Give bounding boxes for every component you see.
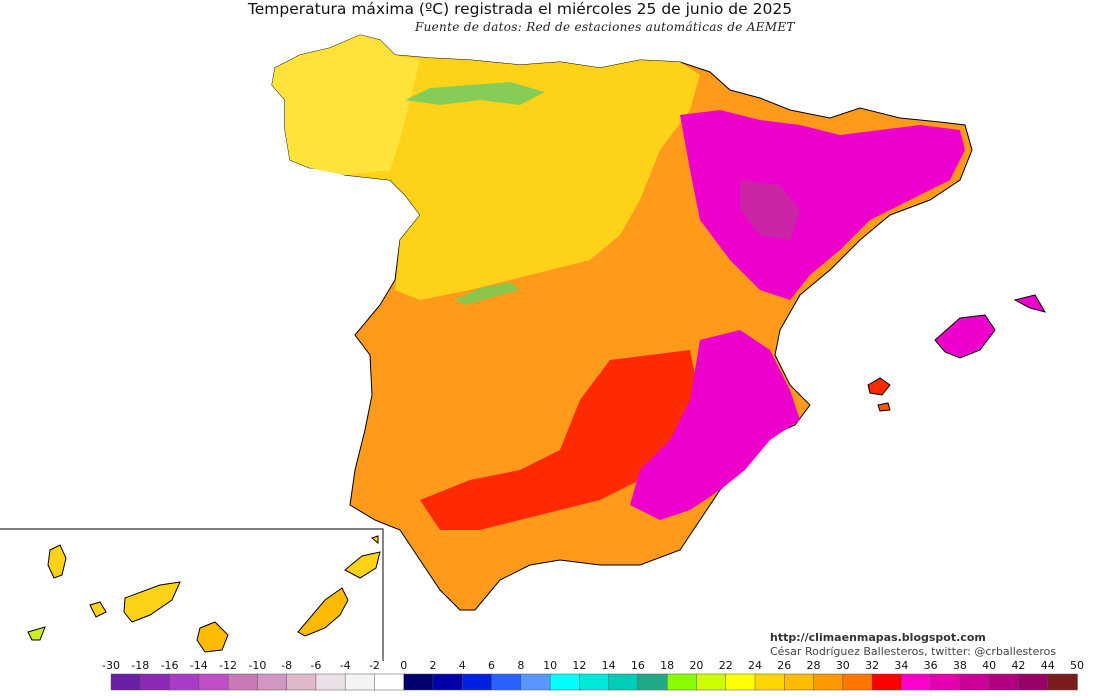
credit-url[interactable]: http://climaenmapas.blogspot.com bbox=[770, 631, 986, 644]
legend-swatch bbox=[725, 673, 756, 691]
legend-swatch bbox=[374, 673, 405, 691]
legend-swatch bbox=[608, 673, 639, 691]
legend-swatch bbox=[1018, 673, 1049, 691]
legend-swatch bbox=[344, 673, 376, 691]
legend-swatch bbox=[813, 673, 844, 691]
legend-label: 16 bbox=[631, 659, 645, 672]
aragon-purple bbox=[740, 180, 800, 240]
east-magenta-zone bbox=[630, 330, 800, 520]
cantabrian-green bbox=[405, 82, 545, 105]
legend-label: 40 bbox=[982, 659, 996, 672]
legend-label: -16 bbox=[161, 659, 179, 672]
formentera bbox=[877, 402, 891, 412]
legend-label: -30 bbox=[102, 659, 120, 672]
legend-label: 34 bbox=[894, 659, 908, 672]
legend-swatch bbox=[988, 673, 1020, 691]
legend-swatch bbox=[901, 673, 932, 691]
canary-islands bbox=[27, 535, 381, 653]
legend-label: 30 bbox=[836, 659, 850, 672]
ibiza bbox=[867, 377, 891, 396]
legend-swatch bbox=[549, 673, 581, 691]
mallorca bbox=[934, 314, 996, 359]
legend-label: 2 bbox=[430, 659, 437, 672]
legend-label: 42 bbox=[1011, 659, 1025, 672]
legend-label: 26 bbox=[777, 659, 791, 672]
legend-labels: -30 -18 -16 -14 -12 -10 -8 -6 -4 -2 0 2 4 6 8 10 12 14 16 1… bbox=[102, 659, 1084, 672]
legend-swatch bbox=[637, 673, 668, 691]
south-red-zone bbox=[420, 350, 700, 530]
legend-label: 22 bbox=[719, 659, 733, 672]
legend-label: 14 bbox=[602, 659, 616, 672]
legend-swatch bbox=[930, 673, 961, 691]
legend-label: 12 bbox=[572, 659, 586, 672]
legend-swatch bbox=[871, 673, 903, 691]
legend-swatch bbox=[198, 673, 229, 691]
data-source-subtitle: Fuente de datos: Red de estaciones autom… bbox=[415, 20, 795, 34]
galicia-zone bbox=[272, 35, 420, 175]
legend-swatch bbox=[315, 673, 346, 691]
legend-swatch bbox=[257, 673, 288, 691]
menorca bbox=[1013, 294, 1047, 313]
legend-swatch bbox=[110, 673, 142, 691]
legend-swatch bbox=[140, 673, 171, 691]
legend-label: 50 bbox=[1070, 659, 1084, 672]
legend-swatch bbox=[227, 673, 259, 691]
legend-swatch bbox=[784, 673, 815, 691]
legend-swatch bbox=[520, 673, 551, 691]
legend-swatch bbox=[169, 673, 200, 691]
legend-label: 8 bbox=[517, 659, 524, 672]
legend-swatch bbox=[462, 673, 493, 691]
legend-label: 38 bbox=[953, 659, 967, 672]
legend-swatch bbox=[579, 673, 610, 691]
legend-swatch bbox=[754, 673, 786, 691]
legend-label: -6 bbox=[310, 659, 321, 672]
legend-label: 4 bbox=[459, 659, 466, 672]
legend-label: 32 bbox=[865, 659, 879, 672]
legend-color-bar bbox=[110, 673, 1078, 691]
legend-label: 20 bbox=[689, 659, 703, 672]
legend-swatch bbox=[1047, 673, 1078, 691]
legend-label: 36 bbox=[924, 659, 938, 672]
legend-swatch bbox=[403, 673, 434, 691]
legend-swatch bbox=[491, 673, 522, 691]
map-title: Temperatura máxima (ºC) registrada el mi… bbox=[247, 0, 793, 18]
legend-swatch bbox=[842, 673, 873, 691]
legend-label: -4 bbox=[340, 659, 351, 672]
central-green bbox=[455, 282, 520, 305]
legend-swatch bbox=[696, 673, 727, 691]
legend-label: 10 bbox=[543, 659, 557, 672]
legend-label: 44 bbox=[1041, 659, 1055, 672]
legend-label: 6 bbox=[488, 659, 495, 672]
legend-label: -14 bbox=[190, 659, 208, 672]
legend-label: 0 bbox=[400, 659, 407, 672]
legend-label: -12 bbox=[219, 659, 237, 672]
canary-inset-frame bbox=[0, 528, 384, 661]
legend-label: 28 bbox=[807, 659, 821, 672]
credit-author: César Rodríguez Ballesteros, twitter: @c… bbox=[770, 645, 1057, 658]
legend-swatch bbox=[286, 673, 317, 691]
legend-swatch bbox=[666, 673, 698, 691]
legend-label: -10 bbox=[248, 659, 266, 672]
northeast-magenta-zone bbox=[680, 110, 965, 300]
legend-label: -2 bbox=[369, 659, 380, 672]
legend-label: 18 bbox=[660, 659, 674, 672]
legend-label: -8 bbox=[281, 659, 292, 672]
legend-label: -18 bbox=[131, 659, 149, 672]
legend-swatch bbox=[959, 673, 990, 691]
legend-label: 24 bbox=[748, 659, 762, 672]
legend-swatch bbox=[432, 673, 464, 691]
